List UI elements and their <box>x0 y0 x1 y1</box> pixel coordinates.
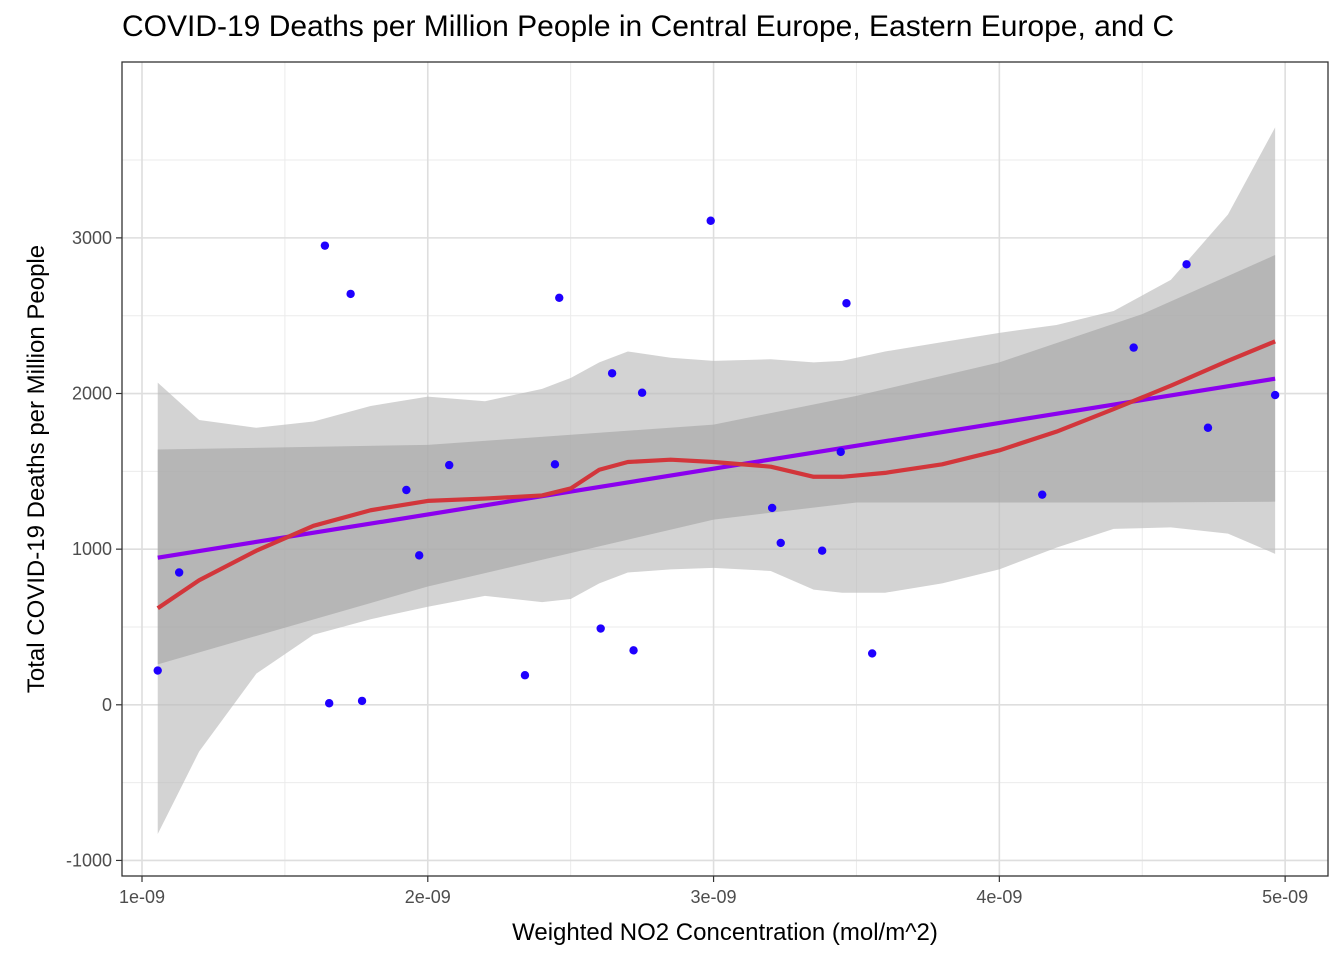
data-point <box>324 699 334 708</box>
data-point <box>629 646 638 655</box>
panel-border <box>121 61 1329 877</box>
data-point <box>550 460 560 469</box>
data-points <box>153 216 1280 708</box>
data-point <box>402 485 411 495</box>
data-point <box>637 388 647 397</box>
data-point <box>1182 260 1191 269</box>
data-point <box>346 289 355 299</box>
data-point <box>174 568 184 577</box>
title-area: COVID-19 Deaths per Million People in Ce… <box>0 0 1344 60</box>
linear-fit-line <box>157 376 1276 560</box>
x-tick-label: 2e-09 <box>405 887 451 907</box>
data-point <box>706 216 715 225</box>
data-point <box>767 503 777 513</box>
y-tick-label: 0 <box>102 695 112 715</box>
data-point <box>1038 490 1047 499</box>
y-tick-label: 3000 <box>72 228 112 248</box>
loess-fit-line <box>156 339 1276 611</box>
plot-panel <box>121 61 1329 877</box>
data-point <box>596 624 605 633</box>
fit-lines <box>156 339 1276 611</box>
x-axis-title: Weighted NO2 Concentration (mol/m^2) <box>512 919 938 946</box>
data-point <box>842 299 851 308</box>
data-point <box>415 551 424 560</box>
y-tick-label: -1000 <box>66 850 112 870</box>
y-tick-label: 2000 <box>72 384 112 404</box>
y-tick-label: 1000 <box>72 539 112 559</box>
y-axis-title: Total COVID-19 Deaths per Million People <box>23 245 50 693</box>
data-point <box>445 460 454 470</box>
linear-confidence-band <box>157 254 1276 665</box>
x-tick-label: 4e-09 <box>976 887 1022 907</box>
chart-title: COVID-19 Deaths per Million People in Ce… <box>122 10 1175 43</box>
data-point <box>607 369 617 378</box>
confidence-bands <box>157 127 1276 834</box>
data-point <box>1129 343 1138 352</box>
data-point <box>520 671 530 680</box>
data-point <box>817 546 827 555</box>
data-point <box>867 649 877 658</box>
data-point <box>153 666 162 675</box>
data-point <box>555 293 564 302</box>
data-point <box>776 538 785 548</box>
x-tick-label: 1e-09 <box>119 887 165 907</box>
x-tick-label: 5e-09 <box>1262 887 1308 907</box>
data-point <box>357 696 367 706</box>
data-point <box>1270 390 1280 400</box>
data-point <box>836 447 845 457</box>
data-point <box>320 241 330 250</box>
x-tick-label: 3e-09 <box>691 887 737 907</box>
y-axis: -1000 0 1000 2000 3000 <box>66 228 122 870</box>
x-axis: 1e-09 2e-09 3e-09 4e-09 5e-09 <box>119 876 1308 907</box>
data-point <box>1203 423 1213 432</box>
